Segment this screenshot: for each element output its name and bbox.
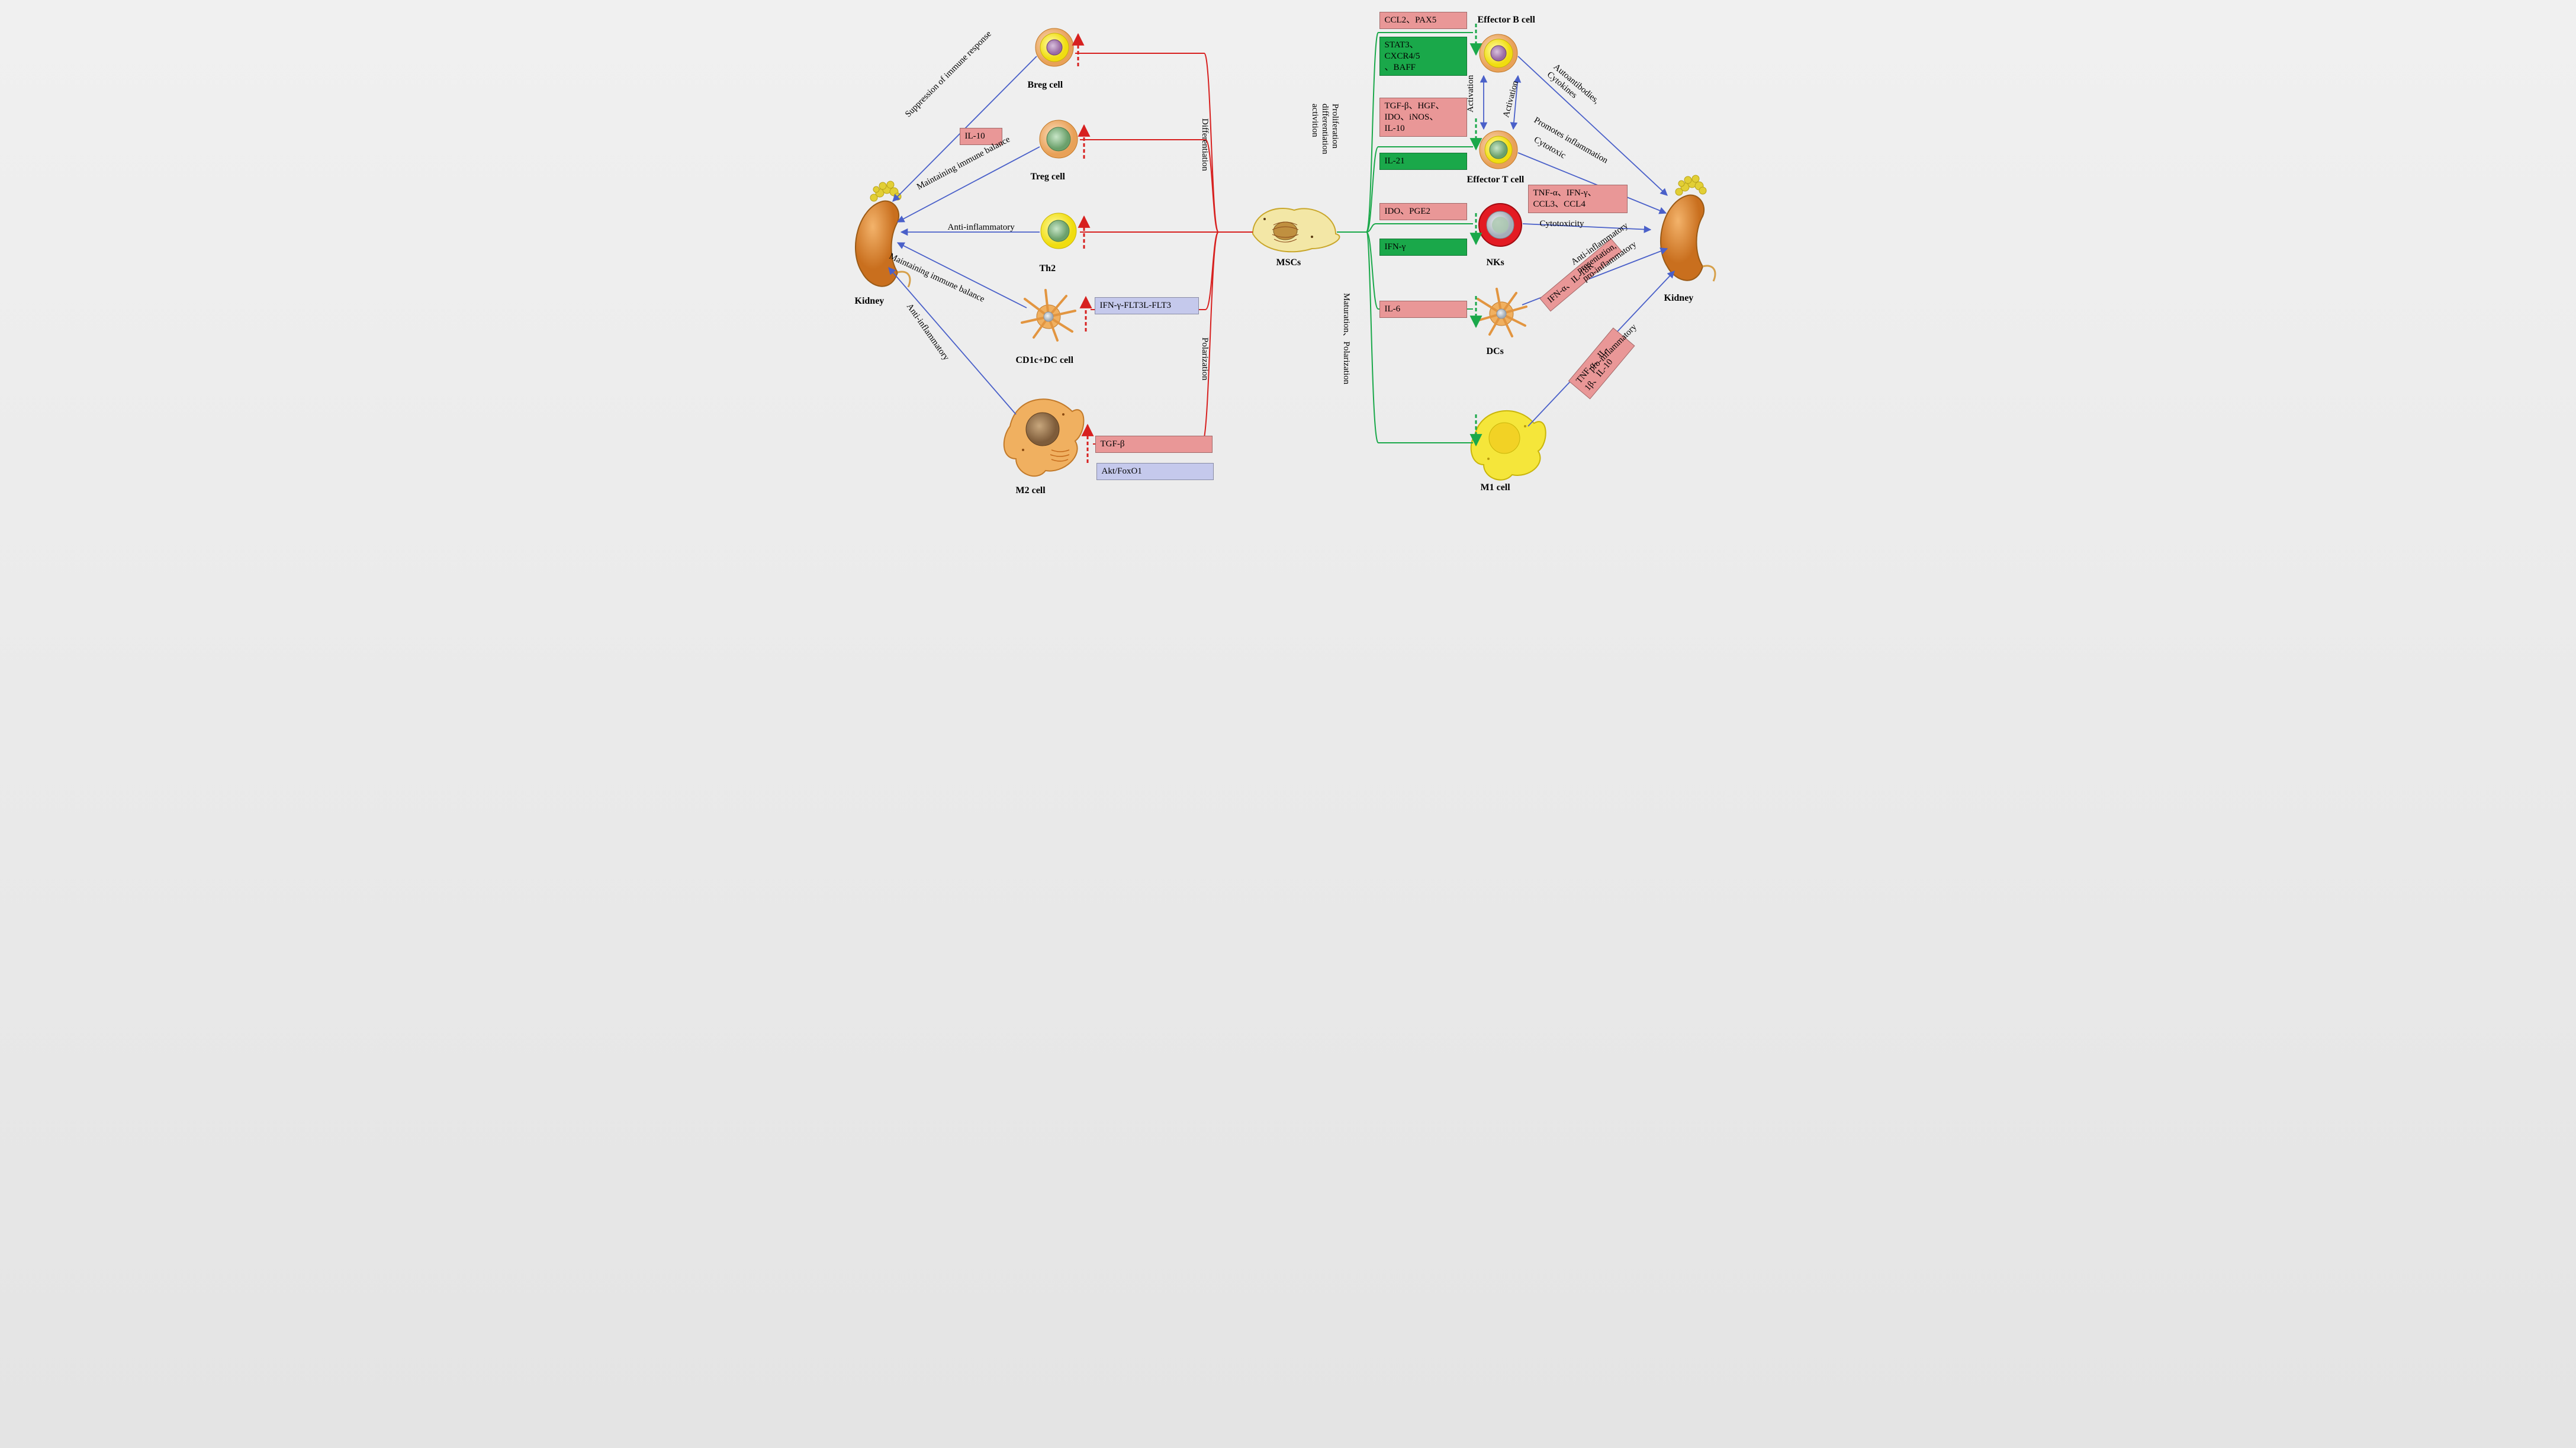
label-m1: M1 cell (1481, 482, 1510, 493)
box-ifng: IFN-γ (1379, 239, 1467, 256)
breg-icon (1035, 28, 1073, 66)
annot-right-3: Activation (1466, 75, 1476, 112)
red-connectors (1075, 53, 1253, 444)
th2-icon (1041, 213, 1076, 249)
green-connectors (1337, 33, 1473, 443)
box-il21: IL-21 (1379, 153, 1467, 170)
box-akt: Akt/FoxO1 (1096, 463, 1214, 480)
annot-left-4: Anti-inflammatory (904, 302, 951, 363)
label-nks: NKs (1487, 258, 1504, 268)
label-treg: Treg cell (1031, 172, 1066, 182)
msc-icon (1253, 208, 1339, 252)
label-th2: Th2 (1040, 263, 1056, 274)
annot-center-1: Polarization (1199, 337, 1210, 380)
box-ccl2: CCL2、PAX5 (1379, 12, 1467, 29)
m1-icon (1471, 411, 1545, 480)
label-effb: Effector B cell (1478, 15, 1535, 25)
box-tnfifn: TNF-α、IFN-γ、 CCL3、CCL4 (1528, 185, 1628, 213)
efft-icon (1480, 131, 1517, 169)
annot-right-4: Activation (1501, 80, 1521, 119)
annot-right-5: Cytotoxicity (1540, 219, 1584, 229)
nks-icon (1479, 204, 1522, 246)
annot-right-0: Autoantibodies, Cytokines (1545, 62, 1601, 114)
kidney-right-icon (1660, 175, 1715, 281)
label-kidney-right: Kidney (1664, 293, 1694, 304)
box-stat3: STAT3、 CXCR4/5 、BAFF (1379, 37, 1467, 76)
m2-icon (1004, 399, 1083, 476)
diagram-canvas: Kidney Kidney Breg cell Treg cell Th2 CD… (838, 0, 1738, 506)
label-kidney-left: Kidney (855, 296, 885, 307)
box-tgfhgf: TGF-β、HGF、 IDO、iNOS、 IL-10 (1379, 98, 1467, 137)
label-mscs: MSCs (1276, 258, 1301, 268)
box-tgfb: TGF-β (1095, 436, 1213, 453)
annot-center-0: Differentiation (1199, 118, 1210, 171)
dcs-icon (1477, 289, 1526, 336)
box-ifnflt: IFN-γ-FLT3L-FLT3 (1095, 297, 1199, 314)
label-efft: Effector T cell (1467, 175, 1525, 185)
annot-left-3: Maintaining immune balance (887, 252, 985, 305)
red-dashed-up (1078, 34, 1088, 463)
label-dcs: DCs (1487, 346, 1504, 357)
effb-icon (1480, 34, 1517, 72)
annot-left-0: Suppression of immune response (903, 29, 994, 120)
box-idopge2: IDO、PGE2 (1379, 203, 1467, 220)
cd1c-dc-icon (1022, 290, 1075, 340)
annot-right-6: Anti-inflammatory presentation, pro-infl… (1570, 221, 1642, 284)
annot-center-3: Maturation、Polarization (1341, 293, 1353, 384)
treg-icon (1040, 120, 1078, 158)
kidney-left-icon (855, 181, 909, 287)
label-m2: M2 cell (1016, 485, 1046, 496)
box-il6: IL-6 (1379, 301, 1467, 318)
label-cd1c: CD1c+DC cell (1016, 355, 1074, 366)
label-breg: Breg cell (1028, 80, 1063, 91)
annot-left-2: Anti-inflammatory (948, 223, 1015, 233)
annot-center-2: Proliferation differentiation activition (1310, 104, 1340, 155)
